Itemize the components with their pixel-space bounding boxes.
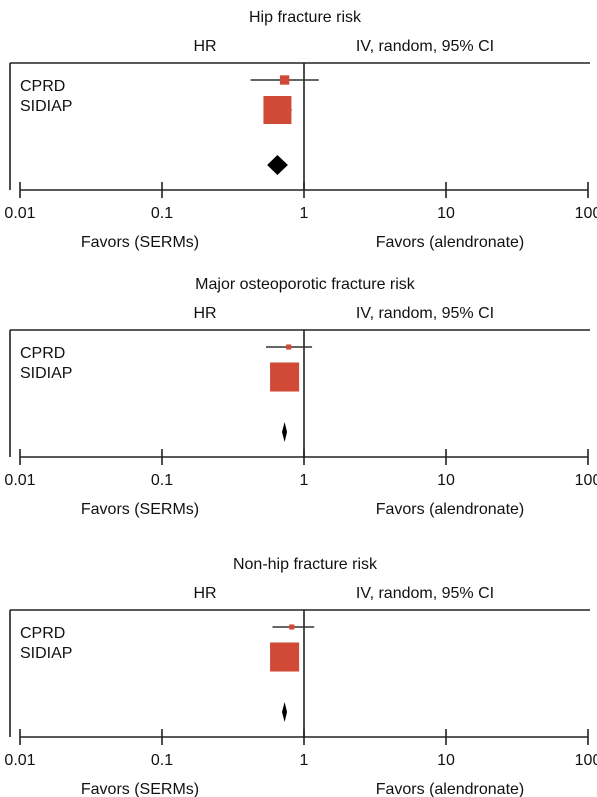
study-square <box>289 624 295 630</box>
favors-right: Favors (alendronate) <box>376 501 525 518</box>
study-square <box>270 642 300 672</box>
x-tick-label: 1 <box>300 472 309 489</box>
x-tick-label: 0.01 <box>4 472 35 489</box>
x-tick-label: 100 <box>575 752 597 769</box>
x-tick-label: 0.01 <box>4 752 35 769</box>
favors-right: Favors (alendronate) <box>376 234 525 251</box>
study-label: SIDIAP <box>20 365 72 382</box>
pooled-diamond <box>282 422 288 442</box>
favors-left: Favors (SERMs) <box>81 781 199 797</box>
x-tick-label: 0.01 <box>4 205 35 222</box>
header-left: HR <box>193 305 216 322</box>
x-tick-label: 10 <box>437 752 455 769</box>
header-right: IV, random, 95% CI <box>356 585 494 602</box>
study-square <box>279 75 290 85</box>
favors-left: Favors (SERMs) <box>81 234 199 251</box>
study-label: CPRD <box>20 625 65 642</box>
favors-left: Favors (SERMs) <box>81 501 199 518</box>
study-label: CPRD <box>20 345 65 362</box>
header-right: IV, random, 95% CI <box>356 305 494 322</box>
x-tick-label: 10 <box>437 472 455 489</box>
study-label: CPRD <box>20 78 65 95</box>
x-tick-label: 0.1 <box>151 205 173 222</box>
header-right: IV, random, 95% CI <box>356 38 494 55</box>
panel-title: Non-hip fracture risk <box>233 556 378 573</box>
pooled-diamond <box>282 702 288 722</box>
x-tick-label: 1 <box>300 205 309 222</box>
x-tick-label: 0.1 <box>151 752 173 769</box>
study-square <box>286 344 292 350</box>
study-square <box>270 362 300 392</box>
x-tick-label: 0.1 <box>151 472 173 489</box>
header-left: HR <box>193 585 216 602</box>
header-left: HR <box>193 38 216 55</box>
study-square <box>263 96 292 124</box>
x-tick-label: 10 <box>437 205 455 222</box>
x-tick-label: 100 <box>575 205 597 222</box>
x-tick-label: 1 <box>300 752 309 769</box>
study-label: SIDIAP <box>20 645 72 662</box>
pooled-diamond <box>267 155 288 175</box>
x-tick-label: 100 <box>575 472 597 489</box>
panel-title: Hip fracture risk <box>249 9 362 26</box>
panel-title: Major osteoporotic fracture risk <box>195 276 416 293</box>
study-label: SIDIAP <box>20 98 72 115</box>
favors-right: Favors (alendronate) <box>376 781 525 797</box>
